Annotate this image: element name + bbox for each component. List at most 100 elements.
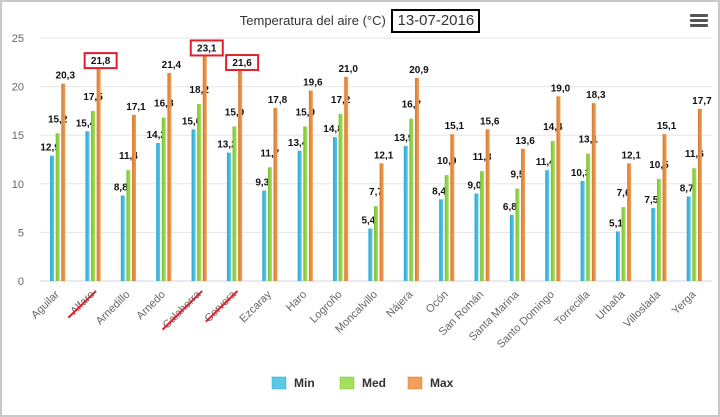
- bar-med: [91, 110, 96, 282]
- label-med: 11,3: [473, 152, 492, 163]
- label-max: 23,1: [197, 43, 217, 54]
- legend-label: Min: [294, 376, 315, 390]
- label-med: 15,9: [225, 107, 245, 118]
- label-max: 20,3: [56, 71, 76, 82]
- bar-max: [697, 108, 702, 282]
- bar-min: [156, 142, 161, 281]
- bar-med: [409, 118, 414, 282]
- bar-min: [545, 170, 550, 281]
- y-tick-label: 25: [12, 33, 24, 45]
- label-min: 13,4: [288, 138, 308, 149]
- label-min: 11,4: [536, 157, 555, 168]
- bar-min: [297, 150, 302, 281]
- label-med: 11,4: [119, 151, 138, 162]
- bar-med: [232, 126, 237, 282]
- bar-med: [586, 153, 591, 281]
- legend-label: Med: [362, 376, 386, 390]
- label-med: 15,2: [48, 114, 68, 125]
- label-min: 8,7: [680, 183, 694, 194]
- label-max: 18,3: [586, 90, 606, 101]
- legend-swatch: [407, 376, 423, 390]
- label-med: 7,6: [617, 188, 631, 199]
- label-med: 11,6: [685, 149, 704, 160]
- label-max: 15,1: [445, 121, 465, 132]
- bar-med: [303, 126, 308, 282]
- label-min: 12,9: [40, 143, 60, 154]
- bar-min: [368, 228, 373, 281]
- bar-med: [550, 141, 555, 281]
- y-tick-label: 15: [12, 130, 24, 142]
- bar-med: [692, 168, 697, 281]
- y-tick-label: 10: [12, 179, 24, 191]
- highlight-box: [189, 39, 224, 57]
- bar-max: [238, 71, 243, 281]
- label-min: 8,8: [114, 182, 128, 193]
- hamburger-menu-icon[interactable]: [690, 14, 708, 28]
- label-med: 17,5: [83, 92, 103, 103]
- bar-max: [414, 77, 419, 282]
- label-max: 13,6: [515, 136, 535, 147]
- bar-min: [85, 131, 90, 281]
- label-max: 17,7: [692, 96, 712, 107]
- bar-max: [485, 129, 490, 281]
- x-tick-label: Torrecilla: [553, 288, 593, 328]
- highlight-box: [83, 52, 118, 70]
- x-tick-label: Ezcaray: [237, 288, 274, 325]
- bar-med: [161, 117, 166, 281]
- label-max: 17,8: [268, 95, 288, 106]
- bar-min: [509, 214, 514, 281]
- label-med: 9,5: [511, 170, 525, 181]
- y-tick-label: 5: [18, 227, 24, 239]
- bar-med: [374, 206, 378, 281]
- label-max: 17,1: [126, 102, 146, 113]
- label-max: 19,6: [303, 77, 323, 88]
- x-tick-label: Villoslada: [621, 288, 663, 330]
- label-min: 15,6: [182, 116, 202, 127]
- bar-max: [96, 69, 101, 281]
- bar-med: [656, 178, 661, 281]
- bar-max: [627, 163, 632, 281]
- label-med: 16,8: [154, 99, 174, 110]
- label-min: 5,4: [361, 216, 375, 227]
- highlight-box: [225, 54, 260, 72]
- bar-min: [615, 231, 620, 281]
- bar-max: [273, 107, 278, 281]
- label-max: 19,0: [551, 83, 571, 94]
- x-tick-label: Yerga: [670, 288, 699, 317]
- label-min: 9,3: [255, 178, 269, 189]
- bar-min: [651, 208, 656, 281]
- x-tick-label: Aguilar: [29, 288, 62, 321]
- legend-label: Max: [430, 376, 454, 390]
- label-min: 14,8: [323, 124, 343, 135]
- label-min: 13,2: [217, 140, 237, 151]
- label-min: 7,5: [644, 195, 658, 206]
- bar-max: [379, 163, 384, 281]
- strikethrough-mark: [67, 290, 97, 319]
- label-min: 14,2: [146, 130, 166, 141]
- label-min: 8,4: [432, 186, 446, 197]
- label-med: 18,2: [189, 85, 209, 96]
- bar-med: [126, 170, 131, 281]
- x-tick-label: Arnedillo: [94, 289, 133, 328]
- bar-med: [480, 171, 485, 281]
- bar-max: [521, 148, 526, 281]
- bar-min: [226, 152, 231, 281]
- label-min: 15,4: [76, 118, 96, 129]
- bar-max: [662, 134, 667, 281]
- label-max: 21,6: [232, 58, 252, 69]
- bar-max: [167, 72, 172, 281]
- bar-max: [308, 90, 313, 281]
- strikethrough-mark: [161, 290, 203, 331]
- label-max: 15,6: [480, 116, 500, 127]
- bar-med: [444, 175, 449, 281]
- strikethrough-mark: [205, 290, 239, 323]
- bar-min: [580, 180, 585, 281]
- label-med: 17,2: [331, 95, 351, 106]
- x-tick-label: Ocón: [424, 289, 451, 316]
- label-max: 21,8: [91, 56, 111, 67]
- chart-title-text: Temperatura del aire (°C): [239, 13, 386, 28]
- label-med: 16,7: [402, 100, 422, 111]
- bar-med: [338, 113, 343, 281]
